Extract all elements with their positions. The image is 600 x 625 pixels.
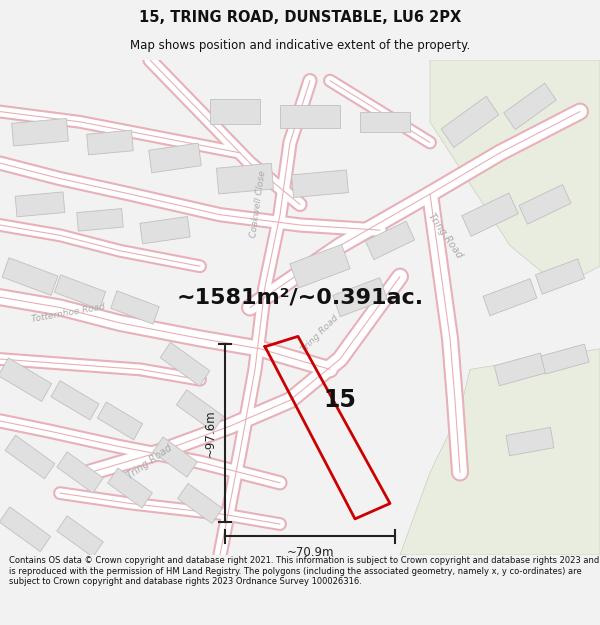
- Polygon shape: [217, 163, 274, 194]
- Polygon shape: [57, 452, 103, 493]
- Polygon shape: [2, 258, 58, 296]
- Text: 15: 15: [323, 388, 356, 412]
- Polygon shape: [77, 209, 123, 231]
- Polygon shape: [494, 353, 546, 386]
- Polygon shape: [462, 193, 518, 236]
- Polygon shape: [519, 184, 571, 224]
- Polygon shape: [51, 381, 99, 420]
- Polygon shape: [506, 428, 554, 456]
- Polygon shape: [280, 106, 340, 128]
- Polygon shape: [107, 468, 152, 508]
- Polygon shape: [160, 342, 210, 386]
- Polygon shape: [0, 358, 52, 401]
- Polygon shape: [55, 275, 106, 309]
- Polygon shape: [149, 143, 201, 172]
- Polygon shape: [152, 437, 197, 477]
- Polygon shape: [541, 344, 589, 374]
- Polygon shape: [176, 390, 224, 431]
- Polygon shape: [178, 483, 223, 524]
- Polygon shape: [15, 192, 65, 217]
- Polygon shape: [290, 244, 350, 288]
- Polygon shape: [111, 291, 159, 324]
- Text: Coakwell Close: Coakwell Close: [249, 170, 267, 239]
- Text: 15, TRING ROAD, DUNSTABLE, LU6 2PX: 15, TRING ROAD, DUNSTABLE, LU6 2PX: [139, 11, 461, 26]
- Text: Totternhoe Road: Totternhoe Road: [31, 302, 106, 324]
- Text: ~70.9m: ~70.9m: [286, 546, 334, 559]
- Polygon shape: [87, 130, 133, 155]
- Polygon shape: [97, 402, 143, 440]
- Polygon shape: [483, 279, 537, 316]
- Text: Tring Road: Tring Road: [426, 211, 464, 259]
- Polygon shape: [535, 259, 584, 294]
- Polygon shape: [360, 111, 410, 132]
- Polygon shape: [5, 435, 55, 479]
- Polygon shape: [504, 83, 556, 129]
- Polygon shape: [441, 96, 499, 148]
- Text: ~1581m²/~0.391ac.: ~1581m²/~0.391ac.: [176, 288, 424, 307]
- Text: Map shows position and indicative extent of the property.: Map shows position and indicative extent…: [130, 39, 470, 51]
- Text: Tring Road: Tring Road: [125, 443, 175, 481]
- Polygon shape: [11, 118, 68, 146]
- Polygon shape: [140, 216, 190, 244]
- Polygon shape: [292, 170, 349, 198]
- Text: Tring Road: Tring Road: [300, 313, 340, 354]
- Polygon shape: [430, 60, 600, 287]
- Polygon shape: [400, 349, 600, 555]
- Polygon shape: [333, 278, 387, 317]
- Text: ~97.6m: ~97.6m: [203, 409, 217, 457]
- Polygon shape: [365, 221, 415, 259]
- Polygon shape: [0, 507, 50, 552]
- Polygon shape: [57, 516, 103, 557]
- Text: Contains OS data © Crown copyright and database right 2021. This information is : Contains OS data © Crown copyright and d…: [9, 556, 599, 586]
- Polygon shape: [210, 99, 260, 124]
